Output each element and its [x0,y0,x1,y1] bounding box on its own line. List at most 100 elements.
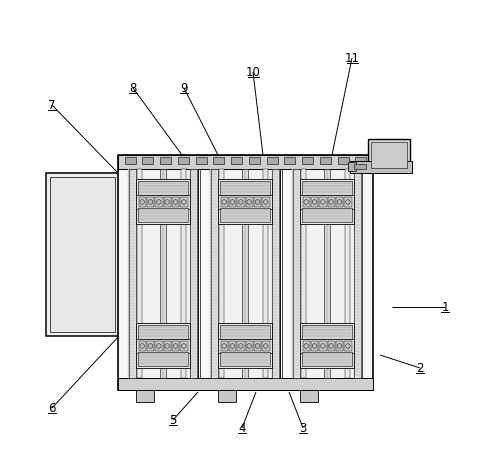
Circle shape [181,199,186,204]
Circle shape [165,344,170,348]
Bar [311,197,318,207]
Bar [300,339,354,353]
Bar [350,161,412,173]
Bar [368,139,410,171]
Bar [194,169,195,378]
Circle shape [247,344,251,348]
Bar [155,197,162,207]
Bar [128,169,198,378]
Circle shape [255,344,260,348]
Bar [311,341,318,351]
Bar [163,341,171,351]
Bar [319,197,327,207]
Text: 8: 8 [129,81,137,94]
Bar [267,157,278,164]
Circle shape [263,344,268,348]
Bar [245,197,253,207]
Bar [360,169,361,378]
Bar [294,169,295,378]
Circle shape [304,199,309,204]
Bar [302,181,352,195]
Bar [249,157,260,164]
Bar [302,352,352,366]
Bar [356,169,357,378]
Bar [354,169,361,378]
Text: 9: 9 [180,81,188,94]
Bar [296,169,297,378]
Bar [137,169,142,378]
Bar [328,341,335,351]
Bar [142,157,154,164]
Bar [50,177,115,332]
Bar [178,157,189,164]
Bar [302,341,310,351]
Bar [190,169,197,378]
Bar [180,197,188,207]
Circle shape [148,199,153,204]
Bar [301,169,306,378]
Text: 7: 7 [48,99,56,112]
Circle shape [239,344,243,348]
Text: 3: 3 [299,421,307,434]
Bar [210,169,211,378]
Bar [284,157,295,164]
Bar [136,323,190,368]
Circle shape [263,199,268,204]
Bar [371,142,407,168]
Bar [219,169,224,378]
Circle shape [337,199,342,204]
Bar [263,169,268,378]
Bar [46,173,119,336]
Circle shape [181,344,186,348]
Bar [138,181,188,195]
Bar [138,208,188,222]
Bar [196,169,197,378]
Bar [292,169,362,378]
Bar [192,169,193,378]
Text: 11: 11 [345,52,360,65]
Bar [220,181,270,195]
Bar [220,352,270,366]
Bar [160,169,166,378]
Bar [220,208,270,222]
Bar [216,169,217,378]
Bar [180,341,188,351]
Bar [302,197,310,207]
Bar [181,169,186,378]
Bar [211,169,218,378]
Bar [298,169,299,378]
Bar [218,390,236,402]
Bar [136,195,190,209]
Bar [190,169,191,378]
Circle shape [255,199,260,204]
Bar [300,390,318,402]
Bar [328,197,335,207]
Bar [344,341,351,351]
Bar [237,197,244,207]
Circle shape [140,344,144,348]
Circle shape [304,344,309,348]
Bar [278,169,279,378]
Bar [276,169,277,378]
Bar [172,341,179,351]
Bar [218,195,272,209]
Bar [210,169,280,378]
Bar [300,195,354,209]
Bar [355,157,366,164]
Bar [220,325,270,339]
Bar [118,155,373,390]
Bar [132,169,133,378]
Bar [302,157,313,164]
Circle shape [346,199,350,204]
Bar [336,197,343,207]
Circle shape [239,199,243,204]
Bar [354,164,366,169]
Bar [358,169,359,378]
Bar [254,197,261,207]
Bar [125,157,136,164]
Bar [245,341,253,351]
Bar [163,197,171,207]
Bar [139,341,146,351]
Circle shape [140,199,144,204]
Circle shape [156,344,161,348]
